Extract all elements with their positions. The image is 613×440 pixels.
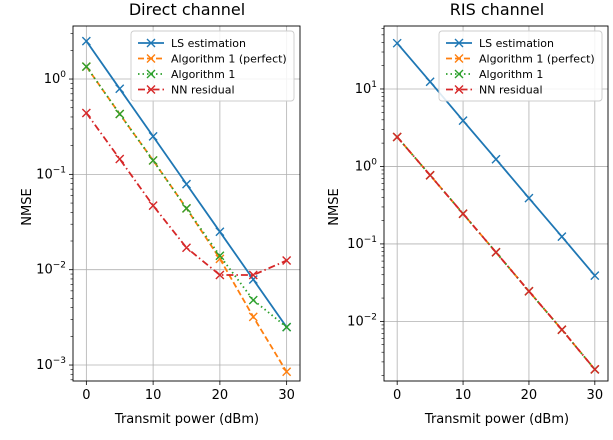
legend-marker (454, 69, 464, 79)
data-point-marker (425, 170, 435, 180)
legend-box (130, 30, 295, 102)
right-x-axis-label: Transmit power (dBm) (424, 412, 569, 427)
data-point-marker (81, 36, 91, 46)
left-plot: 0 10 20 30 10−3 10−2 10−1 100 LS estimation Algor… (36, 25, 301, 403)
x-tick-label: 30 (278, 388, 295, 403)
data-point-marker (115, 154, 125, 164)
data-point-marker (491, 247, 501, 257)
data-point-marker (182, 203, 191, 213)
data-point-marker (458, 116, 468, 126)
y-tick-label: 100 (355, 157, 378, 174)
left-y-axis-label: NMSE (20, 188, 35, 225)
data-point-marker (282, 367, 292, 377)
legend-label-2: Algorithm 1 (171, 68, 235, 81)
data-point-marker (148, 155, 158, 165)
data-point-marker (557, 325, 567, 335)
legend-marker (454, 54, 464, 63)
data-point-marker (248, 312, 258, 322)
data-point-marker (81, 62, 91, 72)
data-point-marker (282, 322, 292, 332)
y-tick-label: 101 (355, 80, 377, 97)
data-point-marker (248, 295, 258, 305)
x-tick-label: 20 (521, 388, 538, 403)
left-chart-title: Direct channel (129, 0, 245, 19)
x-tick-label: 10 (455, 388, 472, 403)
x-tick-label: 0 (393, 388, 401, 403)
legend-label-2: Algorithm 1 (479, 68, 543, 81)
legend-label-3: NN residual (479, 84, 543, 97)
data-point-marker (458, 209, 468, 219)
data-point-marker (215, 254, 225, 264)
axes-frame (72, 25, 301, 382)
data-point-marker (115, 84, 125, 94)
data-point-marker (215, 270, 225, 280)
data-point-marker (524, 193, 534, 203)
right-chart-title: RIS channel (450, 0, 544, 19)
right-plot: 0 10 20 30 10−2 10−1 100 101 LS estimation Algori… (347, 25, 609, 403)
y-tick-label: 10−1 (36, 165, 66, 182)
left-x-axis-label: Transmit power (dBm) (114, 412, 259, 427)
series-line-1 (85, 66, 288, 373)
data-point-marker (148, 201, 158, 211)
data-point-marker (491, 154, 501, 164)
data-point-marker (557, 232, 567, 242)
x-tick-label: 20 (212, 388, 229, 403)
series-line-3 (85, 112, 287, 276)
right-y-axis-label: NMSE (327, 188, 342, 225)
data-point-marker (248, 270, 258, 280)
legend-marker (146, 38, 156, 48)
legend-label-1: Algorithm 1 (perfect) (479, 53, 595, 66)
data-point-marker (115, 109, 125, 119)
x-tick-label: 10 (145, 388, 162, 403)
y-tick-label: 10−2 (36, 261, 66, 278)
data-point-marker (182, 243, 191, 253)
legend-label-3: NN residual (171, 84, 235, 97)
axes-frame (383, 25, 609, 382)
legend-marker (146, 85, 156, 94)
data-point-marker (182, 179, 191, 189)
legend-marker (146, 69, 156, 79)
data-point-marker (215, 227, 225, 237)
legend-marker (146, 54, 156, 63)
legend-label-1: Algorithm 1 (perfect) (171, 53, 287, 66)
data-point-marker (425, 77, 435, 87)
series-line-2 (85, 66, 288, 328)
data-point-marker (81, 108, 91, 118)
x-tick-label: 30 (587, 388, 604, 403)
data-point-marker (590, 271, 600, 281)
data-point-marker (524, 286, 534, 296)
y-tick-label: 10−2 (347, 312, 377, 329)
data-point-marker (590, 364, 600, 374)
y-tick-label: 100 (44, 70, 67, 87)
data-point-marker (248, 274, 258, 284)
data-point-marker (282, 255, 292, 265)
x-tick-label: 0 (82, 388, 90, 403)
data-point-marker (392, 38, 402, 48)
legend-marker (454, 85, 464, 94)
legend-marker (454, 38, 464, 48)
data-point-marker (215, 251, 225, 261)
legend-box (438, 30, 603, 102)
data-point-marker (148, 131, 158, 141)
legend-label-0: LS estimation (479, 37, 554, 50)
data-point-marker (392, 132, 402, 142)
legend-label-0: LS estimation (171, 37, 246, 50)
y-tick-label: 10−1 (347, 235, 377, 252)
y-tick-label: 10−3 (36, 356, 66, 373)
